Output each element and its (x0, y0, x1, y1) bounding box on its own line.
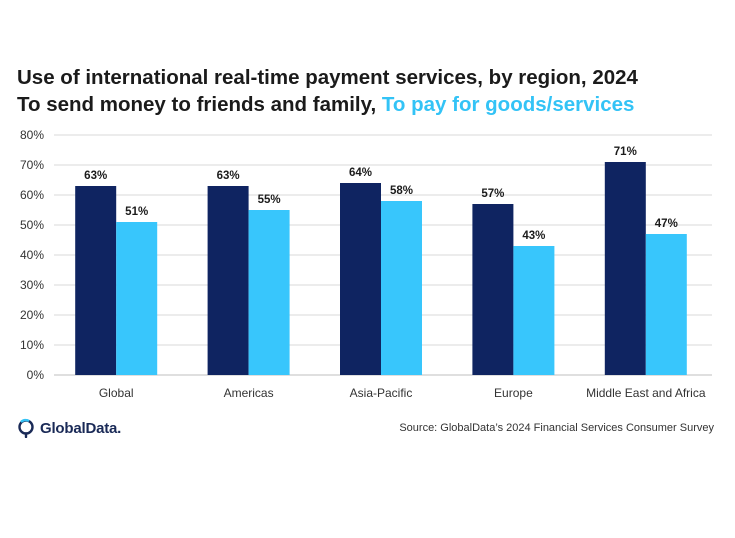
source-note: Source: GlobalData’s 2024 Financial Serv… (399, 422, 714, 434)
bar-series-1 (472, 204, 514, 375)
y-tick-label: 20% (20, 308, 44, 322)
bar-series-1 (340, 183, 381, 375)
data-label: 47% (655, 218, 678, 230)
data-label: 64% (349, 167, 372, 179)
y-tick-label: 10% (20, 338, 44, 352)
chart-title: Use of international real-time payment s… (17, 66, 638, 89)
y-tick-label: 30% (20, 278, 44, 292)
y-tick-label: 50% (20, 218, 44, 232)
x-category-label: Middle East and Africa (586, 386, 706, 400)
y-tick-label: 60% (20, 188, 44, 202)
data-label: 55% (258, 194, 281, 206)
data-label: 63% (217, 170, 240, 182)
bar-series-2 (513, 246, 555, 375)
logo: GlobalData. (16, 418, 121, 438)
bar-series-2 (645, 234, 687, 375)
data-label: 71% (614, 146, 637, 158)
bar-series-1 (75, 186, 117, 375)
x-category-label: Europe (494, 386, 533, 400)
y-tick-label: 40% (20, 248, 44, 262)
x-category-label: Global (99, 386, 134, 400)
y-tick-label: 70% (20, 158, 44, 172)
data-label: 57% (481, 188, 504, 200)
bar-series-1 (207, 186, 249, 375)
data-label: 43% (522, 230, 545, 242)
bar-series-2 (116, 222, 158, 375)
logo-text: GlobalData. (40, 419, 122, 437)
data-label: 58% (390, 185, 413, 197)
bar-chart: 0% 10% 20% 30% 40% 50% 60% 70% 80% 63% 51% Global 63… (20, 128, 712, 400)
subtitle-series-1: To send money to friends and family, (17, 93, 377, 116)
chart-subtitle: To send money to friends and family, To … (17, 91, 634, 118)
x-category-label: Asia-Pacific (350, 386, 413, 400)
y-tick-label: 80% (20, 128, 44, 142)
bar-series-1 (604, 162, 646, 375)
globaldata-logo-icon (18, 418, 34, 438)
data-label: 51% (125, 206, 148, 218)
bar-series-2 (381, 201, 422, 375)
x-category-label: Americas (224, 386, 274, 400)
y-tick-label: 0% (27, 368, 45, 382)
subtitle-series-2: To pay for goods/services (381, 93, 635, 116)
bar-series-2 (248, 210, 290, 375)
data-label: 63% (84, 170, 107, 182)
